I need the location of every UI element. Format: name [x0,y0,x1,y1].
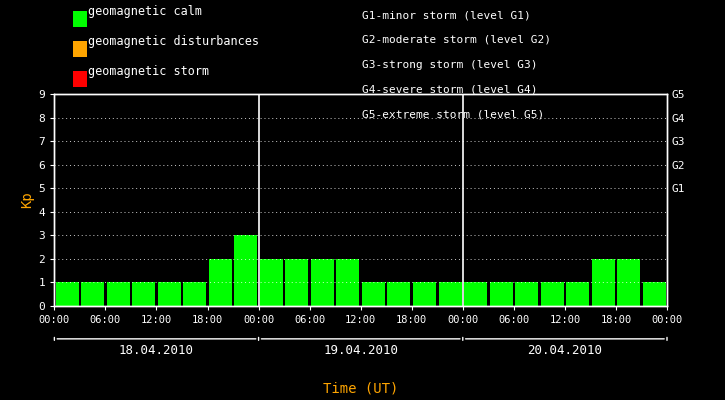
Bar [311,259,334,306]
Bar [286,259,308,306]
Bar [183,282,206,306]
Text: geomagnetic storm: geomagnetic storm [88,66,210,78]
Text: G1-minor storm (level G1): G1-minor storm (level G1) [362,10,531,20]
Bar [387,282,410,306]
Text: G4-severe storm (level G4): G4-severe storm (level G4) [362,84,538,94]
Bar [209,259,232,306]
Text: Time (UT): Time (UT) [323,382,398,396]
Bar [592,259,615,306]
Text: geomagnetic disturbances: geomagnetic disturbances [88,36,260,48]
Bar [362,282,385,306]
Bar [132,282,155,306]
Text: G2-moderate storm (level G2): G2-moderate storm (level G2) [362,35,552,45]
Bar [107,282,130,306]
Bar [81,282,104,306]
Text: G3-strong storm (level G3): G3-strong storm (level G3) [362,60,538,70]
Bar [464,282,487,306]
Bar [566,282,589,306]
Bar [234,235,257,306]
Text: 19.04.2010: 19.04.2010 [323,344,398,357]
Bar [541,282,563,306]
Text: G5-extreme storm (level G5): G5-extreme storm (level G5) [362,109,544,119]
Bar [617,259,640,306]
Text: 18.04.2010: 18.04.2010 [119,344,194,357]
Bar [439,282,462,306]
Bar [643,282,666,306]
Text: 20.04.2010: 20.04.2010 [527,344,602,357]
Bar [489,282,513,306]
Bar [56,282,78,306]
Bar [336,259,360,306]
Bar [158,282,181,306]
Bar [515,282,538,306]
Bar [260,259,283,306]
Bar [413,282,436,306]
Text: geomagnetic calm: geomagnetic calm [88,6,202,18]
Y-axis label: Kp: Kp [20,192,34,208]
